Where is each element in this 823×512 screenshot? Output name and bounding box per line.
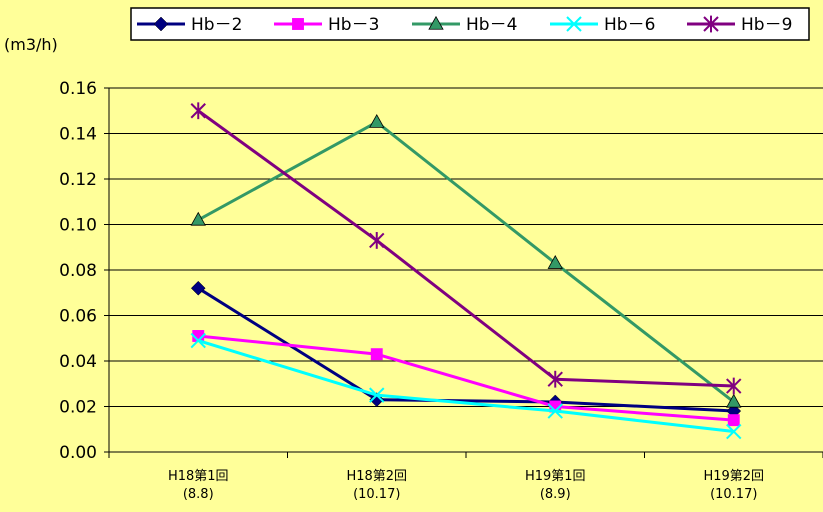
y-tick-label: 0.08 xyxy=(59,261,97,281)
series-line xyxy=(197,286,734,413)
data-point xyxy=(370,348,383,361)
data-point xyxy=(369,387,385,403)
legend-item: Hb－3 xyxy=(274,15,379,35)
data-point xyxy=(726,377,742,395)
data-point xyxy=(190,211,206,226)
x-tick-label: H19第1回(8.9) xyxy=(525,469,586,502)
data-point xyxy=(369,232,385,249)
grid-lines xyxy=(109,87,823,407)
data-point xyxy=(192,330,205,342)
series-Hb－4 xyxy=(190,113,742,408)
y-axis-label: (m3/h) xyxy=(4,35,58,54)
series-line xyxy=(198,334,734,422)
series-layer xyxy=(190,102,742,440)
y-tick-label: 0.12 xyxy=(59,170,97,190)
data-point xyxy=(190,332,206,349)
legend-item: Hb－4 xyxy=(412,15,517,35)
x-tick-label: H18第2回(10.17) xyxy=(346,469,407,502)
series-Hb－9 xyxy=(190,102,742,395)
series-Hb－3 xyxy=(192,330,740,427)
data-point xyxy=(369,113,385,128)
series-line xyxy=(197,339,734,434)
legend-marker xyxy=(428,15,444,30)
data-point xyxy=(727,414,740,427)
legend-marker xyxy=(292,18,304,30)
y-tick-label: 0.10 xyxy=(59,216,97,236)
data-point xyxy=(726,423,742,440)
series-Hb－2 xyxy=(190,280,742,419)
series-Hb－6 xyxy=(190,332,742,440)
legend-item: Hb－2 xyxy=(137,15,242,35)
legend: Hb－2 Hb－3 Hb－4 Hb－6 Hb－9 xyxy=(130,7,810,41)
legend-label: Hb－2 xyxy=(191,15,242,35)
y-tick-label: 0.14 xyxy=(59,125,97,145)
y-tick-label: 0.16 xyxy=(59,79,97,99)
data-point xyxy=(726,393,742,408)
data-point xyxy=(190,280,206,296)
legend-item: Hb－9 xyxy=(687,15,792,35)
y-tick-label: 0.04 xyxy=(59,352,97,372)
x-tick-label: H18第1回(8.8) xyxy=(168,469,229,502)
legend-marker xyxy=(566,16,582,32)
y-tick-label: 0.02 xyxy=(59,398,97,418)
legend-label: Hb－3 xyxy=(328,15,379,35)
legend-label: Hb－9 xyxy=(741,15,792,35)
series-line xyxy=(197,120,735,404)
legend-item: Hb－6 xyxy=(550,15,655,35)
data-point xyxy=(549,400,562,413)
data-point xyxy=(547,403,563,419)
y-tick-label: 0.00 xyxy=(59,443,97,463)
data-point xyxy=(547,370,563,388)
data-point xyxy=(547,255,563,269)
data-point xyxy=(190,102,206,120)
legend-label: Hb－6 xyxy=(604,15,655,35)
legend-label: Hb－4 xyxy=(466,15,517,35)
series-line xyxy=(197,109,734,388)
axes: 0.00 0.02 0.04 0.06 0.08 0.10 0.12 0.14 0.16 H18第… xyxy=(59,79,823,502)
x-tick-label: H19第2回(10.17) xyxy=(703,469,764,502)
legend-marker xyxy=(153,16,169,32)
y-tick-label: 0.06 xyxy=(59,307,97,327)
legend-marker xyxy=(703,15,719,33)
